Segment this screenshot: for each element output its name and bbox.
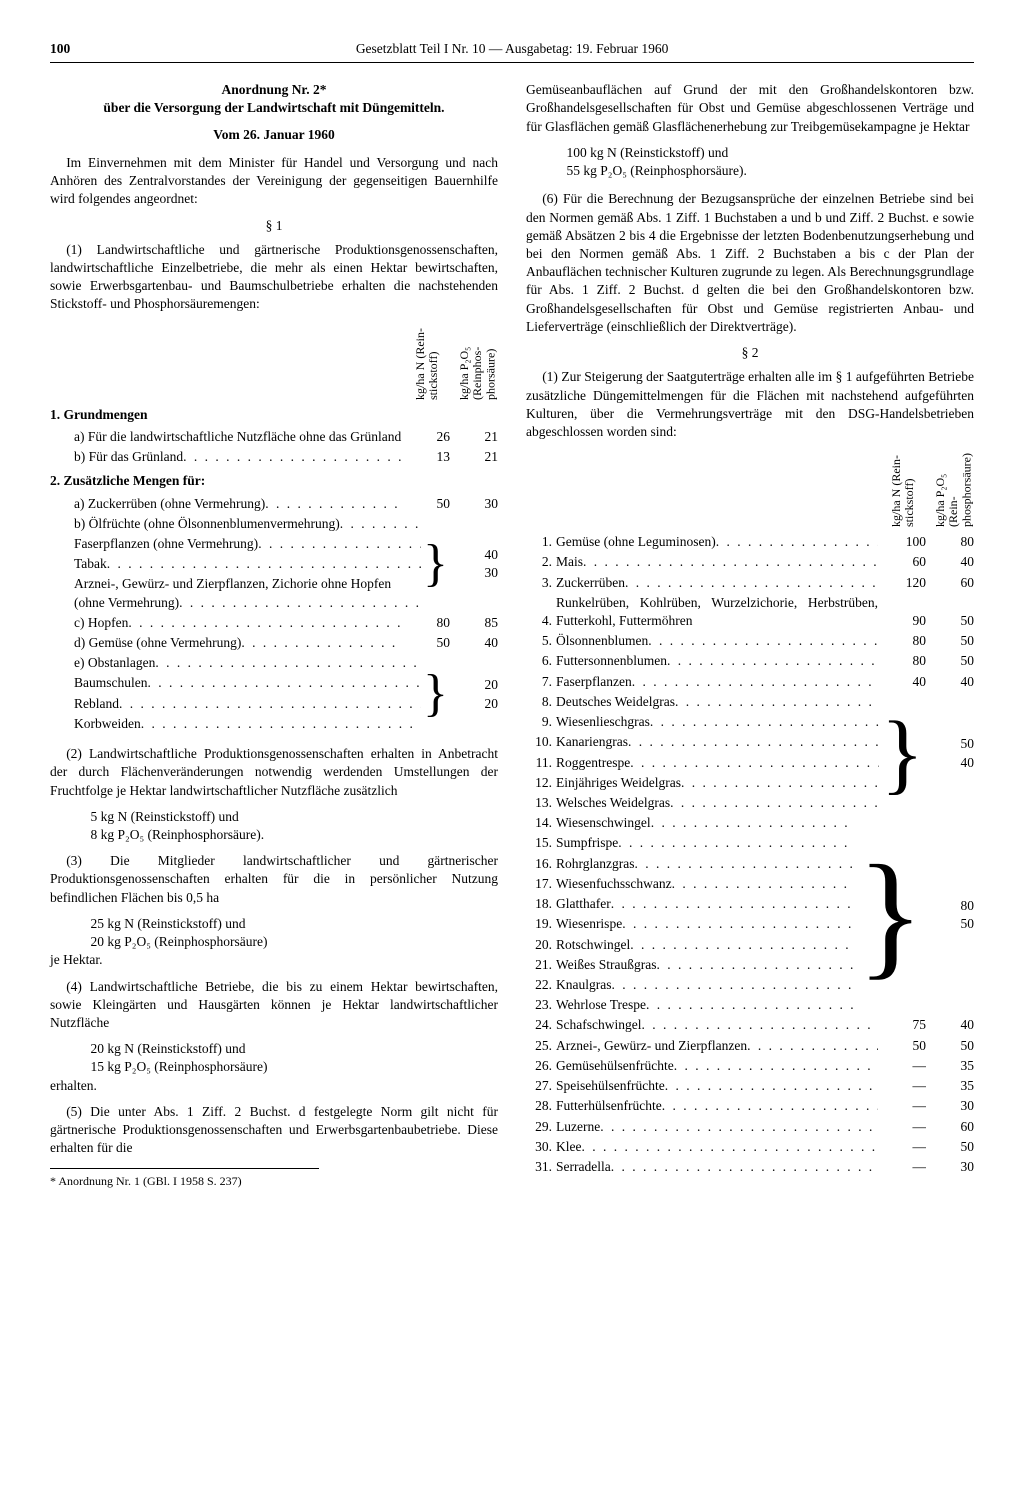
col-head-n-2: kg/ha N (Rein- stickstoff) [890, 449, 916, 527]
section-1-heading: § 1 [50, 217, 498, 235]
table-row: 17.Wiesenfuchsschwanz [526, 875, 855, 893]
table-row: 26.Gemüsehülsenfrüchte—35 [526, 1057, 974, 1075]
p2-line-b: 8 kg P₂O₅ (Reinphosphorsäure). [91, 826, 499, 844]
p5-line-a: 100 kg N (Reinstickstoff) und [567, 144, 975, 162]
brace-icon: } [421, 676, 450, 712]
para-1-6: (6) Für die Berechnung der Bezugsansprüc… [526, 190, 974, 336]
table-row: 18.Glatthafer [526, 895, 855, 913]
table-row: 29.Luzerne—60 [526, 1118, 974, 1136]
p3-line-a: 25 kg N (Reinstickstoff) und [91, 915, 499, 933]
table-row: 5.Ölsonnenblumen8050 [526, 632, 974, 650]
list-item: Tabak [74, 555, 421, 573]
page-header: 100 Gesetzblatt Teil I Nr. 10 — Ausgabet… [50, 40, 974, 63]
table-section1: kg/ha N (Rein- stickstoff) kg/ha P₂O₅ (R… [50, 322, 498, 736]
section-2-heading: § 2 [526, 344, 974, 362]
page-number: 100 [50, 40, 70, 58]
table-row: 10.Kanariengras [526, 733, 879, 751]
table-row: 16.Rohrglanzgras [526, 855, 855, 873]
intro-paragraph: Im Einvernehmen mit dem Minister für Han… [50, 154, 498, 209]
table-row: 27.Speisehülsenfrüchte—35 [526, 1077, 974, 1095]
para-2-1: (1) Zur Steigerung der Saatguterträge er… [526, 368, 974, 441]
table-row: 6.Futtersonnenblumen8050 [526, 652, 974, 670]
table-row: 8.Deutsches Weidelgras [526, 693, 879, 711]
para-1-1: (1) Landwirtschaftliche und gärtnerische… [50, 241, 498, 314]
list-item: b) Ölfrüchte (ohne Ölsonnenblumenvermehr… [74, 515, 421, 533]
page-title: Gesetzblatt Teil I Nr. 10 — Ausgabetag: … [356, 40, 669, 58]
col-head-p-2: kg/ha P₂O₅ (Rein- phosphorsäure) [934, 449, 974, 527]
sec2-row-d: d) Gemüse (ohne Vermehrung) 50 40 [50, 634, 498, 652]
col-head-n: kg/ha N (Rein- stickstoff) [414, 322, 440, 400]
p4-line-c: erhalten. [50, 1077, 498, 1095]
table-row: 20.Rotschwingel [526, 936, 855, 954]
left-column: Anordnung Nr. 2* über die Versorgung der… [50, 81, 498, 1188]
para-1-2: (2) Landwirtschaftliche Produktionsgenos… [50, 745, 498, 800]
table-row: 21.Weißes Straußgras [526, 956, 855, 974]
ordinance-title-2: über die Versorgung der Landwirtschaft m… [50, 99, 498, 117]
col-head-p: kg/ha P₂O₅ (Reinphos- phorsäure) [458, 322, 498, 400]
right-column: Gemüseanbauflächen auf Grund der mit den… [526, 81, 974, 1188]
p3-line-b: 20 kg P₂O₅ (Reinphosphorsäure) [91, 933, 499, 951]
table-row: 1.Gemüse (ohne Leguminosen)10080 [526, 533, 974, 551]
table-row: 9.Wiesenlieschgras [526, 713, 879, 731]
group-14-23: 14.Wiesenschwingel 15.Sumpfrispe 16.Rohrgl… [526, 814, 974, 1016]
sec2-row-a: a) Zuckerrüben (ohne Vermehrung) 50 30 [50, 495, 498, 513]
list-item: Faserpflanzen (ohne Vermehrung) [74, 535, 421, 553]
table-row: a) Für die landwirtschaftliche Nutzfläch… [50, 428, 498, 446]
brace-icon: } [879, 722, 926, 785]
table-row: 2.Mais6040 [526, 553, 974, 571]
table-row: 25.Arznei-, Gewürz- und Zierpflanzen5050 [526, 1037, 974, 1055]
list-item: Baumschulen [74, 674, 421, 692]
p4-line-a: 20 kg N (Reinstickstoff) und [91, 1040, 499, 1058]
table-row: 23.Wehrlose Trespe [526, 996, 855, 1014]
brace-icon: } [421, 546, 450, 582]
p2-line-a: 5 kg N (Reinstickstoff) und [91, 808, 499, 826]
table-row: 22.Knaulgras [526, 976, 855, 994]
table-row: 15.Sumpfrispe [526, 834, 855, 852]
two-column-layout: Anordnung Nr. 2* über die Versorgung der… [50, 81, 974, 1188]
sec2-group-b: b) Ölfrüchte (ohne Ölsonnenblumenvermehr… [50, 515, 498, 614]
table-row: 31.Serradella—30 [526, 1158, 974, 1176]
list-item: Arznei-, Gewürz- und Zierpflanzen, Zicho… [74, 575, 421, 611]
para-1-5: (5) Die unter Abs. 1 Ziff. 2 Buchst. d f… [50, 1103, 498, 1158]
sec2-group-e: e) Obstanlagen Baumschulen Rebland Korbweid… [50, 654, 498, 735]
para-1-5-cont: Gemüseanbauflächen auf Grund der mit den… [526, 81, 974, 136]
table-row: b) Für das Grünland1321 [50, 448, 498, 466]
table-row: 28.Futterhülsenfrüchte—30 [526, 1097, 974, 1115]
table-row: 7.Faserpflanzen4040 [526, 673, 974, 691]
table-row: 11.Roggentrespe [526, 754, 879, 772]
table-section2: kg/ha N (Rein- stickstoff) kg/ha P₂O₅ (R… [526, 449, 974, 1176]
table-row: 30.Klee—50 [526, 1138, 974, 1156]
ordinance-title-1: Anordnung Nr. 2* [50, 81, 498, 99]
p4-line-b: 15 kg P₂O₅ (Reinphosphorsäure) [91, 1058, 499, 1076]
table-row: 3.Zuckerrüben12060 [526, 574, 974, 592]
table-row: 19.Wiesenrispe [526, 915, 855, 933]
table-row: 12.Einjähriges Weidelgras [526, 774, 879, 792]
table-row: 14.Wiesenschwingel [526, 814, 855, 832]
sec1-heading: 1. Grundmengen [50, 406, 498, 424]
list-item: e) Obstanlagen [74, 654, 421, 672]
table-row: 24.Schafschwingel7540 [526, 1016, 974, 1034]
table-row: 13.Welsches Weidelgras [526, 794, 879, 812]
p5-line-b: 55 kg P₂O₅ (Reinphosphorsäure). [567, 162, 975, 180]
brace-icon: } [855, 866, 926, 964]
p3-line-c: je Hektar. [50, 951, 498, 969]
para-1-3: (3) Die Mitglieder landwirtschaftlicher … [50, 852, 498, 907]
sec2-heading: 2. Zusätzliche Mengen für: [50, 472, 498, 490]
footnote: * Anordnung Nr. 1 (GBl. I 1958 S. 237) [50, 1168, 319, 1189]
sec2-row-c: c) Hopfen 80 85 [50, 614, 498, 632]
table-row: 4. Runkelrüben, Kohlrüben, Wurzelzichori… [526, 594, 974, 630]
group-8-13: 8.Deutsches Weidelgras 9.Wiesenlieschgras… [526, 693, 974, 814]
ordinance-date: Vom 26. Januar 1960 [50, 126, 498, 144]
list-item: Rebland [74, 695, 421, 713]
para-1-4: (4) Landwirtschaftliche Betriebe, die bi… [50, 978, 498, 1033]
list-item: Korbweiden [74, 715, 421, 733]
